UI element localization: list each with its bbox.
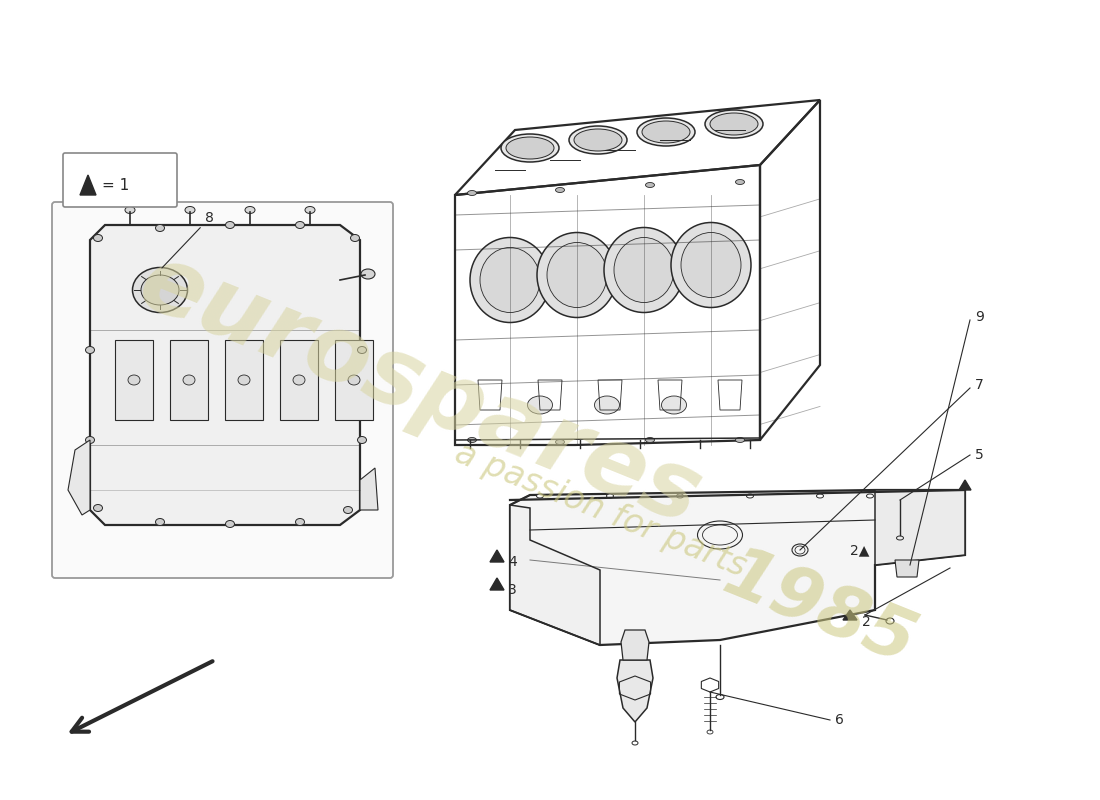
Ellipse shape — [296, 222, 305, 229]
Text: 7: 7 — [975, 378, 983, 392]
Bar — [116, 340, 153, 420]
Ellipse shape — [705, 110, 763, 138]
Ellipse shape — [125, 206, 135, 214]
Text: 5: 5 — [975, 448, 983, 462]
Ellipse shape — [736, 438, 745, 442]
Ellipse shape — [305, 206, 315, 214]
Text: 9: 9 — [975, 310, 983, 324]
Polygon shape — [490, 550, 504, 562]
Ellipse shape — [661, 396, 686, 414]
Ellipse shape — [155, 518, 165, 526]
Polygon shape — [80, 175, 96, 195]
Ellipse shape — [547, 242, 607, 307]
Ellipse shape — [867, 494, 873, 498]
Ellipse shape — [614, 238, 674, 302]
Ellipse shape — [574, 129, 622, 151]
Ellipse shape — [556, 187, 564, 193]
Text: 8: 8 — [162, 211, 213, 268]
Ellipse shape — [646, 182, 654, 187]
Ellipse shape — [226, 222, 234, 229]
Polygon shape — [843, 610, 857, 620]
Polygon shape — [621, 630, 649, 660]
Ellipse shape — [348, 375, 360, 385]
Ellipse shape — [94, 505, 102, 511]
Ellipse shape — [528, 396, 552, 414]
Ellipse shape — [676, 494, 683, 498]
Ellipse shape — [470, 238, 550, 322]
Bar — [280, 340, 318, 420]
Ellipse shape — [747, 494, 754, 498]
Ellipse shape — [358, 437, 366, 443]
Text: 2: 2 — [862, 615, 871, 629]
Ellipse shape — [141, 275, 179, 305]
Ellipse shape — [710, 113, 758, 135]
Ellipse shape — [480, 247, 540, 313]
Ellipse shape — [94, 234, 102, 242]
Ellipse shape — [816, 494, 824, 498]
Ellipse shape — [86, 346, 95, 354]
Ellipse shape — [245, 206, 255, 214]
Polygon shape — [510, 505, 600, 645]
Ellipse shape — [296, 518, 305, 526]
Text: 4: 4 — [508, 555, 517, 569]
Text: 3: 3 — [508, 583, 517, 597]
Ellipse shape — [681, 233, 741, 298]
Ellipse shape — [556, 439, 564, 445]
Ellipse shape — [604, 227, 684, 313]
Polygon shape — [360, 468, 378, 510]
Polygon shape — [490, 578, 504, 590]
Bar — [226, 340, 263, 420]
Text: 6: 6 — [835, 713, 844, 727]
Ellipse shape — [642, 121, 690, 143]
Ellipse shape — [500, 134, 559, 162]
Ellipse shape — [128, 375, 140, 385]
Ellipse shape — [155, 225, 165, 231]
Polygon shape — [510, 490, 965, 645]
Text: 2▲: 2▲ — [850, 543, 869, 557]
Ellipse shape — [569, 126, 627, 154]
Ellipse shape — [358, 346, 366, 354]
Ellipse shape — [293, 375, 305, 385]
Ellipse shape — [226, 521, 234, 527]
Ellipse shape — [736, 179, 745, 185]
Ellipse shape — [537, 494, 543, 498]
Ellipse shape — [506, 137, 554, 159]
Ellipse shape — [646, 438, 654, 442]
Text: eurospares: eurospares — [125, 235, 714, 545]
Ellipse shape — [361, 269, 375, 279]
Polygon shape — [959, 480, 971, 490]
Ellipse shape — [637, 118, 695, 146]
Ellipse shape — [132, 267, 187, 313]
Text: = 1: = 1 — [102, 178, 130, 193]
Ellipse shape — [468, 438, 476, 442]
Text: a passion for parts: a passion for parts — [450, 437, 750, 583]
Text: 1985: 1985 — [714, 540, 926, 680]
Ellipse shape — [343, 506, 352, 514]
Ellipse shape — [351, 234, 360, 242]
Ellipse shape — [183, 375, 195, 385]
Ellipse shape — [468, 190, 476, 195]
Ellipse shape — [238, 375, 250, 385]
Ellipse shape — [185, 206, 195, 214]
Ellipse shape — [537, 233, 617, 318]
Polygon shape — [895, 560, 918, 577]
FancyBboxPatch shape — [52, 202, 393, 578]
Ellipse shape — [594, 396, 619, 414]
Polygon shape — [617, 660, 653, 722]
Bar — [336, 340, 373, 420]
Ellipse shape — [606, 494, 614, 498]
Ellipse shape — [86, 437, 95, 443]
Bar — [170, 340, 208, 420]
Polygon shape — [874, 490, 965, 565]
Ellipse shape — [671, 222, 751, 307]
FancyBboxPatch shape — [63, 153, 177, 207]
Polygon shape — [68, 440, 90, 515]
Polygon shape — [90, 225, 360, 525]
